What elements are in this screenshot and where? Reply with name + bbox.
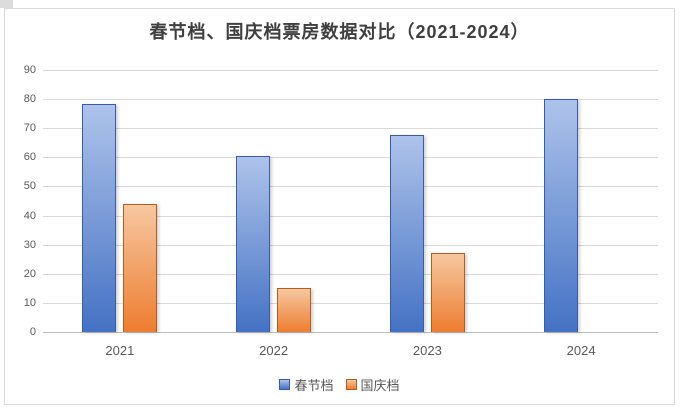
y-tick-10: 10 [23, 296, 36, 309]
y-tick-80: 80 [23, 93, 36, 106]
bar-group-2024 [504, 70, 658, 332]
bar-spring-festival-2023 [389, 135, 424, 332]
bar-national-day-2023 [430, 253, 465, 332]
gridline-0 [43, 332, 658, 333]
y-tick-0: 0 [29, 326, 36, 338]
chart-title: 春节档、国庆档票房数据对比（2021-2024） [149, 22, 530, 42]
y-tick-30: 30 [23, 238, 36, 251]
x-label-2023: 2023 [412, 343, 442, 358]
bar-series-layer [43, 70, 658, 332]
y-tick-60: 60 [23, 151, 36, 164]
legend-label-spring-festival: 春节档 [294, 378, 334, 393]
legend-item-spring-festival: 春节档 [279, 375, 334, 394]
bar-group-2021 [43, 70, 197, 332]
gridline-60 [43, 157, 658, 159]
bar-spring-festival-2021 [82, 104, 117, 332]
legend-marker-national-day-icon [345, 379, 357, 390]
gridline-30 [43, 244, 658, 246]
bar-national-day-2021 [123, 204, 158, 332]
y-tick-70: 70 [23, 122, 36, 135]
bar-national-day-2022 [277, 288, 312, 332]
x-label-2022: 2022 [259, 343, 289, 358]
y-tick-50: 50 [23, 180, 36, 193]
legend-label-national-day: 国庆档 [360, 378, 400, 393]
bar-group-2022 [197, 70, 351, 332]
gridline-40 [43, 215, 658, 217]
x-label-2024: 2024 [566, 343, 596, 358]
gridline-90 [43, 70, 658, 71]
gridline-70 [43, 128, 658, 130]
x-axis-category-labels: 2021 2022 2023 2024 [43, 343, 658, 358]
y-tick-20: 20 [23, 267, 36, 280]
bar-spring-festival-2022 [236, 156, 271, 332]
chart-frame: 春节档、国庆档票房数据对比（2021-2024） 0 10 20 30 40 50 60 70… [4, 8, 675, 405]
bar-spring-festival-2024 [543, 99, 578, 332]
gridline-10 [43, 302, 658, 304]
legend-item-national-day: 国庆档 [345, 375, 400, 394]
gridline-80 [43, 99, 658, 101]
y-tick-90: 90 [23, 64, 36, 76]
legend: 春节档 国庆档 [5, 375, 674, 394]
legend-marker-spring-festival-icon [279, 379, 291, 390]
bar-group-2023 [351, 70, 505, 332]
plot-area: 0 10 20 30 40 50 60 70 80 90 [24, 64, 658, 338]
x-label-2021: 2021 [105, 343, 135, 358]
gridline-50 [43, 186, 658, 188]
y-tick-40: 40 [23, 209, 36, 222]
gridline-20 [43, 273, 658, 275]
screen-corner-artifact [0, 0, 13, 8]
